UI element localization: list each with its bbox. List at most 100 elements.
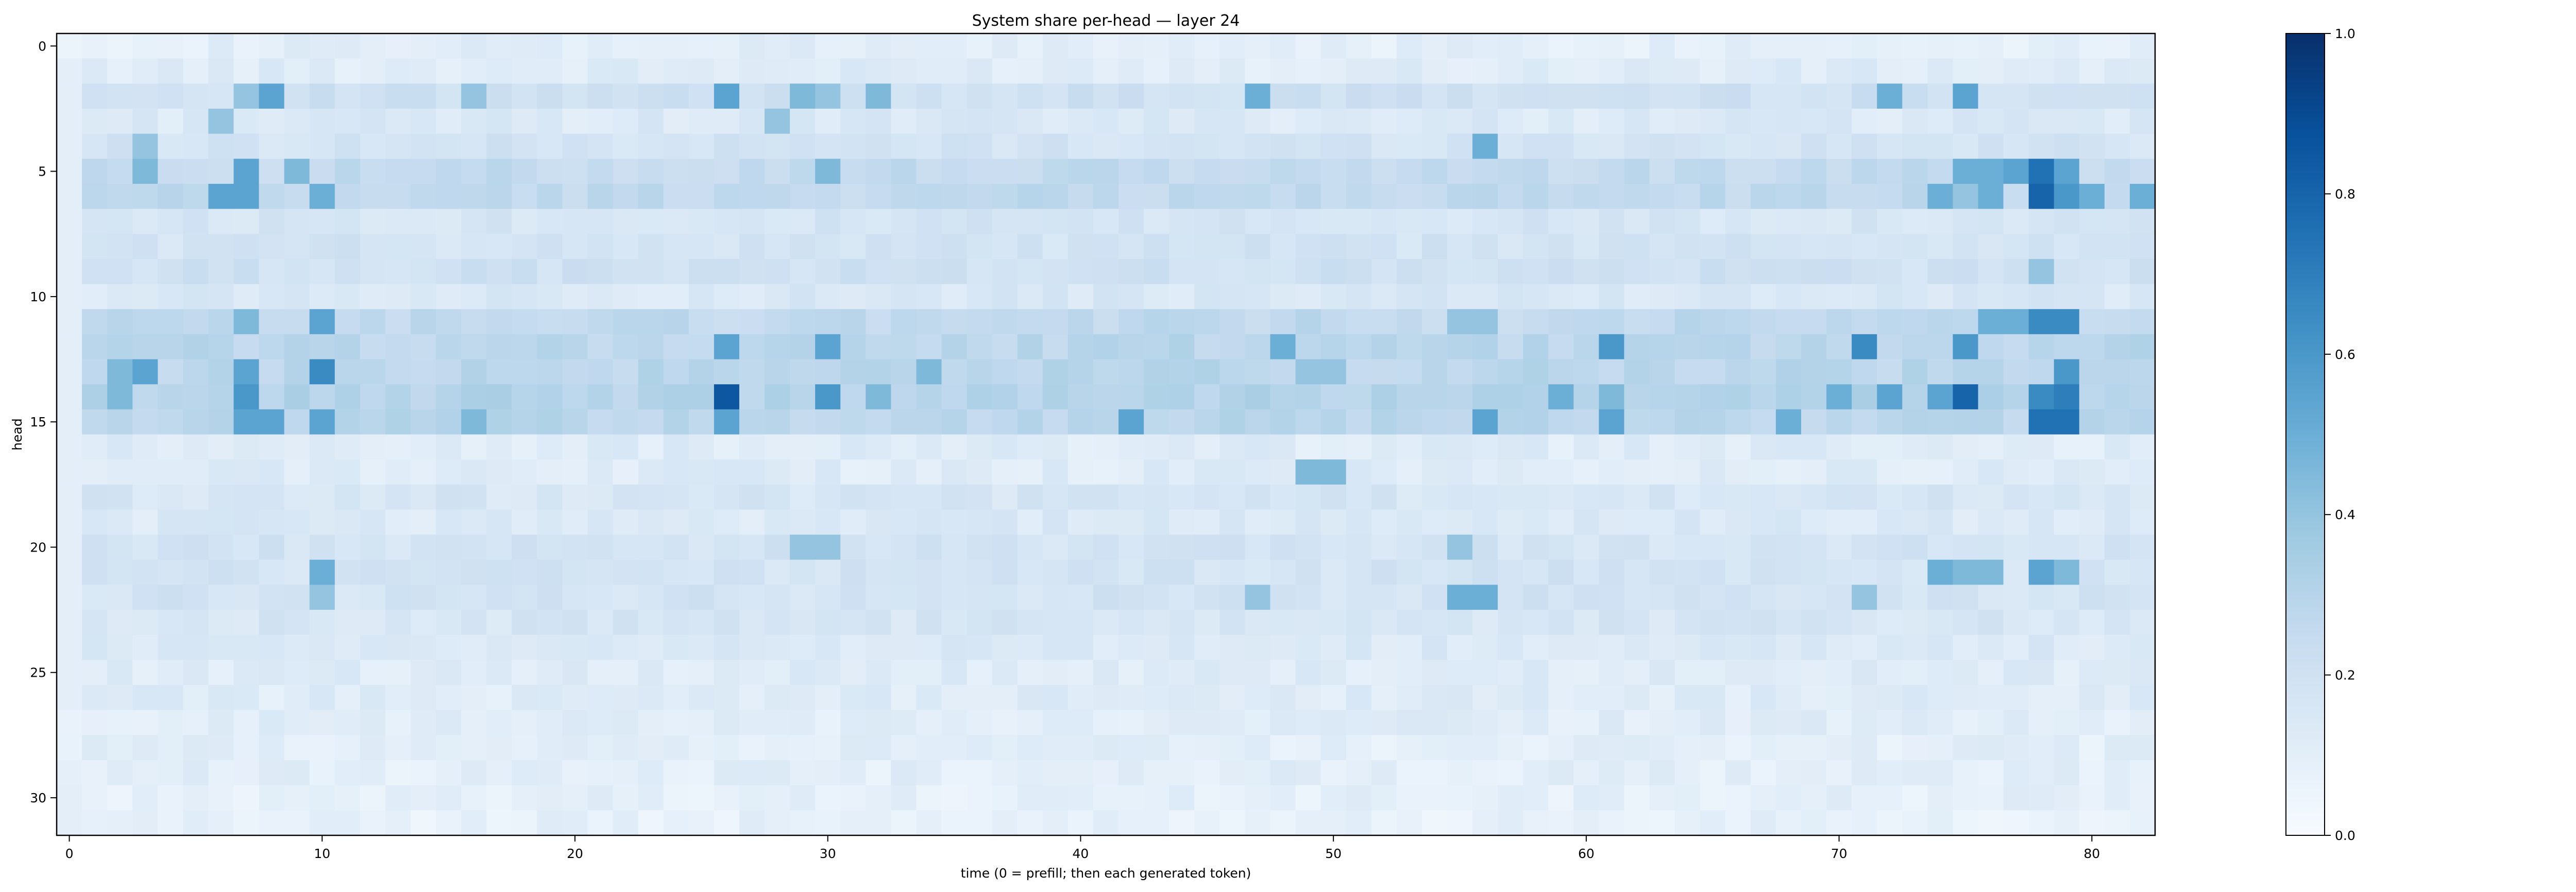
heatmap-cell	[714, 785, 740, 811]
heatmap-cell	[1599, 434, 1625, 460]
heatmap-cell	[486, 234, 512, 260]
heatmap-cell	[461, 58, 487, 84]
heatmap-cell	[1927, 610, 1954, 636]
heatmap-cell	[840, 634, 866, 661]
heatmap-cell	[2028, 33, 2055, 59]
heatmap-cell	[1548, 58, 1574, 84]
heatmap-cell	[183, 284, 209, 310]
heatmap-cell	[2104, 634, 2130, 661]
heatmap-cell	[2054, 259, 2080, 285]
heatmap-cell	[512, 384, 537, 410]
heatmap-cell	[2003, 785, 2029, 811]
heatmap-cell	[2054, 810, 2080, 836]
heatmap-cell	[1978, 710, 2004, 735]
heatmap-cell	[1523, 710, 1549, 735]
heatmap-cell	[183, 535, 209, 560]
heatmap-cell	[1245, 559, 1271, 586]
heatmap-cell	[486, 33, 512, 59]
heatmap-cell	[1573, 509, 1600, 535]
heatmap-cell	[1674, 634, 1701, 661]
heatmap-cell	[840, 559, 866, 586]
heatmap-cell	[1067, 259, 1094, 285]
heatmap-cell	[891, 359, 917, 385]
heatmap-cell	[663, 585, 689, 610]
heatmap-cell	[1042, 434, 1069, 460]
heatmap-cell	[1548, 33, 1574, 59]
heatmap-cell	[1700, 409, 1726, 435]
heatmap-cell	[815, 309, 841, 335]
heatmap-cell	[1194, 735, 1220, 761]
heatmap-cell	[2129, 409, 2156, 435]
heatmap-cell	[334, 359, 361, 385]
heatmap-cell	[891, 710, 917, 735]
heatmap-cell	[158, 83, 183, 109]
heatmap-cell	[688, 259, 715, 285]
heatmap-cell	[2104, 359, 2130, 385]
heatmap-cell	[1371, 384, 1397, 410]
heatmap-cell	[183, 309, 209, 335]
heatmap-cell	[638, 259, 664, 285]
heatmap-cell	[1674, 409, 1701, 435]
heatmap-cell	[1649, 83, 1675, 109]
heatmap-cell	[1953, 509, 1979, 535]
heatmap-cell	[309, 509, 335, 535]
heatmap-cell	[562, 559, 588, 586]
heatmap-cell	[1371, 309, 1397, 335]
heatmap-cell	[233, 634, 260, 661]
heatmap-cell	[1118, 284, 1144, 310]
heatmap-cell	[866, 409, 891, 435]
heatmap-cell	[259, 359, 285, 385]
heatmap-cell	[1599, 559, 1625, 586]
heatmap-cell	[1877, 685, 1903, 711]
heatmap-cell	[1042, 459, 1069, 485]
heatmap-cell	[992, 209, 1018, 234]
heatmap-cell	[941, 33, 968, 59]
heatmap-cell	[385, 434, 411, 460]
heatmap-cell	[360, 760, 386, 786]
heatmap-cell	[461, 459, 487, 485]
heatmap-cell	[1927, 459, 1954, 485]
heatmap-cell	[107, 33, 133, 59]
heatmap-cell	[1093, 183, 1119, 210]
heatmap-cell	[1775, 334, 1802, 360]
heatmap-cell	[1725, 234, 1751, 260]
heatmap-cell	[1775, 434, 1802, 460]
heatmap-cell	[360, 509, 386, 535]
heatmap-cell	[132, 710, 158, 735]
heatmap-cell	[486, 409, 512, 435]
heatmap-cell	[334, 83, 361, 109]
heatmap-cell	[1953, 634, 1979, 661]
heatmap-cell	[537, 159, 563, 184]
heatmap-cell	[1548, 785, 1574, 811]
heatmap-cell	[613, 309, 639, 335]
heatmap-cell	[1523, 133, 1549, 159]
heatmap-cell	[1953, 108, 1979, 134]
heatmap-cell	[866, 209, 891, 234]
heatmap-cell	[992, 810, 1018, 836]
heatmap-cell	[1953, 334, 1979, 360]
heatmap-cell	[2003, 33, 2029, 59]
heatmap-cell	[967, 83, 993, 109]
heatmap-cell	[1421, 610, 1448, 636]
heatmap-cell	[2054, 209, 2080, 234]
heatmap-cell	[436, 209, 462, 234]
heatmap-cell	[663, 810, 689, 836]
heatmap-cell	[1270, 133, 1296, 159]
heatmap-cell	[840, 108, 866, 134]
heatmap-cell	[765, 735, 790, 761]
heatmap-cell	[436, 409, 462, 435]
heatmap-cell	[461, 108, 487, 134]
heatmap-cell	[1371, 760, 1397, 786]
heatmap-cell	[1320, 83, 1347, 109]
heatmap-cell	[1320, 585, 1347, 610]
heatmap-cell	[967, 735, 993, 761]
heatmap-cell	[1801, 634, 1827, 661]
heatmap-cell	[1801, 434, 1827, 460]
heatmap-cell	[1978, 610, 2004, 636]
heatmap-cell	[1624, 710, 1650, 735]
heatmap-cell	[1649, 159, 1675, 184]
heatmap-cell	[1346, 735, 1372, 761]
heatmap-cell	[2003, 58, 2029, 84]
heatmap-cell	[1245, 484, 1271, 510]
heatmap-cell	[992, 284, 1018, 310]
